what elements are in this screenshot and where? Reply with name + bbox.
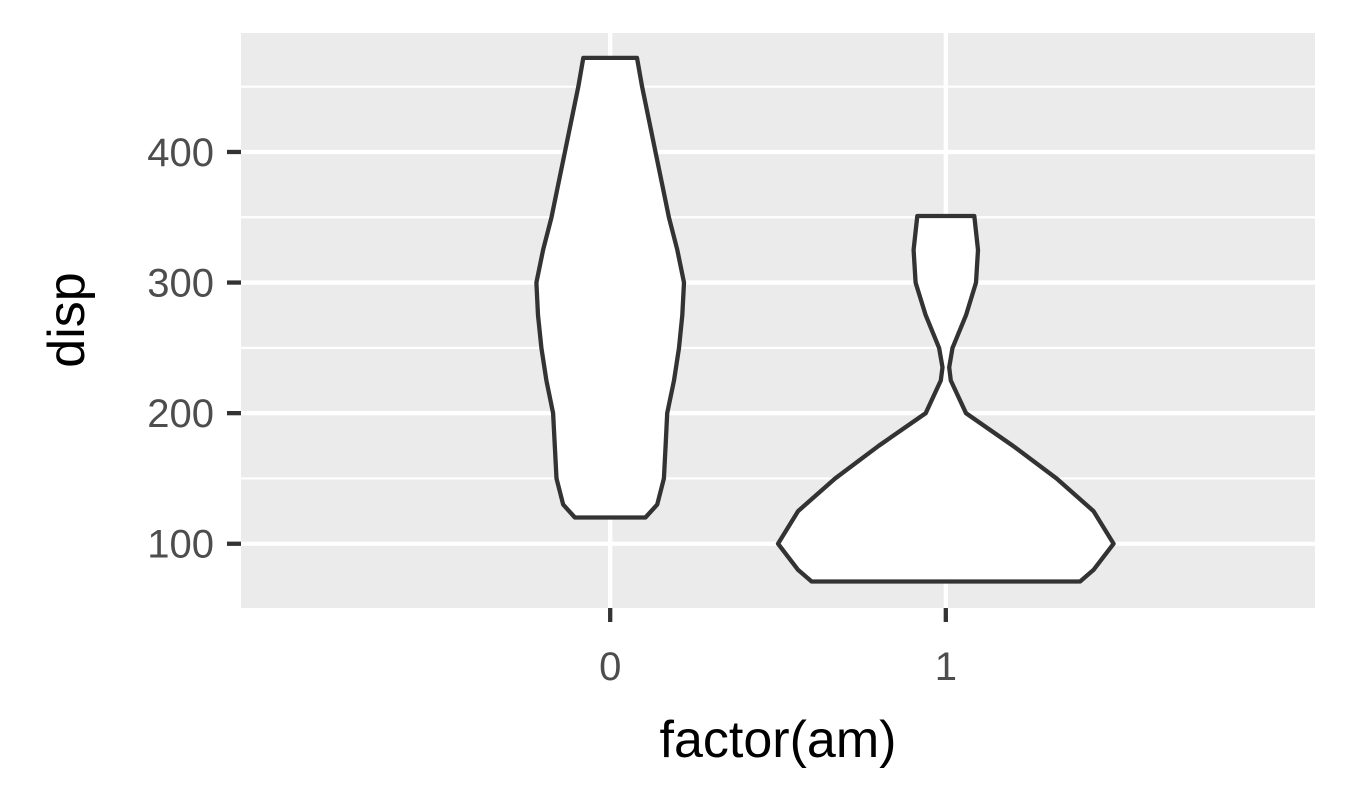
violin-1 (775, 213, 1116, 584)
violins (534, 55, 1116, 584)
y-tick-label: 200 (147, 392, 214, 436)
y-axis-title: disp (38, 272, 96, 367)
y-tick-label: 400 (147, 131, 214, 175)
y-tick-label: 300 (147, 262, 214, 306)
y-axis: 100 200 300 400 (147, 131, 241, 567)
x-axis-title: factor(am) (660, 711, 897, 769)
minor-gridlines (241, 85, 1315, 480)
violin-0 (534, 55, 687, 520)
panel-background (241, 33, 1315, 608)
y-tick-label: 100 (147, 523, 214, 567)
x-tick-label: 0 (599, 645, 621, 689)
x-tick-label: 1 (935, 645, 957, 689)
